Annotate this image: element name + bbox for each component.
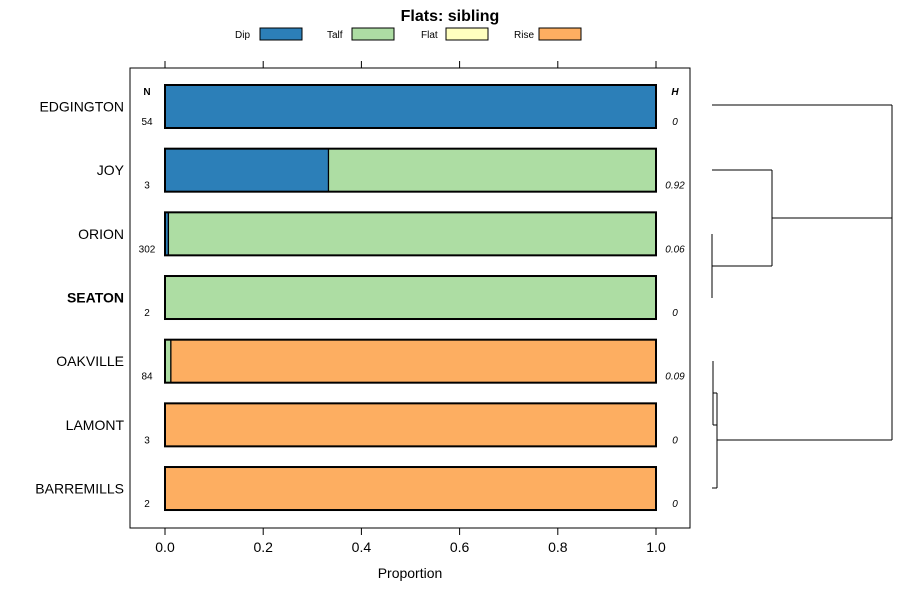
h-value: 0	[672, 117, 678, 128]
bar-segment-rise	[164, 402, 657, 447]
category-label: ORION	[78, 226, 124, 242]
bar-outline	[164, 402, 657, 448]
h-value: 0.92	[665, 181, 685, 192]
n-value: 3	[144, 181, 150, 192]
legend-swatch-rise	[538, 27, 582, 41]
h-value: 0	[672, 499, 678, 510]
bar-segment-talf	[327, 148, 657, 193]
x-tick-label: 0.8	[548, 539, 568, 555]
n-value: 54	[141, 117, 153, 128]
bar-outline	[164, 84, 657, 129]
bar-segment-dip	[164, 84, 657, 129]
x-tick-label: 0.0	[155, 539, 175, 555]
legend-swatch-flat	[445, 27, 489, 41]
n-value: 84	[141, 372, 153, 383]
n-header: N	[143, 87, 150, 98]
chart-title: Flats: sibling	[401, 8, 500, 25]
h-value: 0	[672, 435, 678, 446]
bar-segment-talf	[164, 275, 657, 320]
n-value: 302	[139, 244, 156, 255]
category-label: LAMONT	[66, 417, 125, 433]
x-tick-label: 0.2	[253, 539, 273, 555]
category-label: SEATON	[67, 290, 124, 306]
bar-outline	[164, 466, 657, 512]
bar-outline	[164, 211, 657, 257]
bar-segment-talf	[167, 211, 657, 256]
legend-swatch-dip	[259, 27, 303, 41]
plot-frame	[129, 67, 691, 529]
legend-swatch-talf	[351, 27, 395, 41]
h-value: 0.06	[665, 244, 685, 255]
h-header: H	[671, 87, 679, 98]
bar-segment-dip	[164, 148, 330, 193]
legend-label-talf: Talf	[327, 30, 343, 41]
x-tick-label: 0.6	[450, 539, 470, 555]
bar-segment-rise	[164, 466, 657, 511]
bar-outline	[164, 338, 657, 384]
bar-segment-rise	[170, 339, 657, 384]
legend-label-rise: Rise	[514, 30, 534, 41]
bar-outline	[164, 147, 657, 193]
h-value: 0	[672, 308, 678, 319]
dendrogram	[711, 104, 893, 489]
x-axis: 0.0 0.2 0.4 0.6 0.8 1.0	[155, 61, 666, 555]
bar-outline	[164, 275, 657, 321]
category-label: EDGINGTON	[39, 99, 124, 115]
n-value: 3	[144, 435, 150, 446]
category-label: JOY	[97, 162, 125, 178]
x-tick-label: 0.4	[352, 539, 372, 555]
category-label: OAKVILLE	[56, 353, 124, 369]
x-tick-label: 1.0	[646, 539, 666, 555]
category-label: BARREMILLS	[35, 481, 124, 497]
legend: Dip Talf Flat Rise	[235, 27, 582, 41]
legend-label-dip: Dip	[235, 30, 250, 41]
n-value: 2	[144, 499, 150, 510]
x-axis-label: Proportion	[378, 565, 443, 581]
n-value: 2	[144, 308, 150, 319]
h-value: 0.09	[665, 372, 685, 383]
legend-label-flat: Flat	[421, 30, 438, 41]
